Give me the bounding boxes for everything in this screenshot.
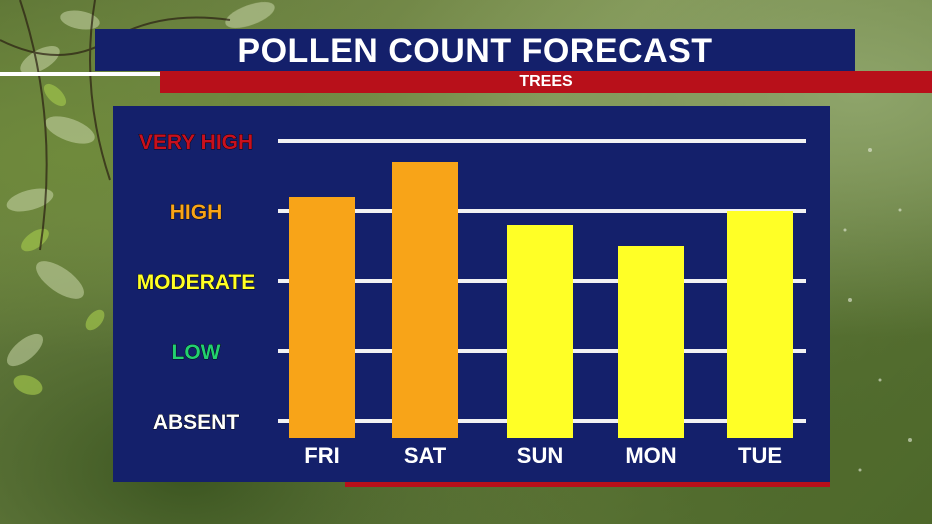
y-level-label: VERY HIGH — [139, 131, 253, 154]
bar-mon — [618, 246, 684, 438]
bar-fri — [289, 197, 355, 438]
category-label: MON — [625, 443, 676, 468]
category-label: SUN — [517, 443, 563, 468]
bar-sat — [392, 162, 458, 438]
y-level-label: HIGH — [170, 201, 223, 224]
category-label: SAT — [404, 443, 447, 468]
bar-tue — [727, 211, 793, 438]
category-label: TUE — [738, 443, 782, 468]
page-title: POLLEN COUNT FORECAST — [95, 29, 855, 71]
y-level-label: ABSENT — [153, 411, 240, 434]
y-level-label: MODERATE — [137, 271, 256, 294]
bottom-accent-bar — [345, 482, 830, 487]
category-label: FRI — [304, 443, 339, 468]
bar-sun — [507, 225, 573, 438]
page-subtitle: TREES — [160, 71, 932, 93]
header-accent-line — [0, 72, 160, 76]
y-level-label: LOW — [172, 341, 221, 364]
